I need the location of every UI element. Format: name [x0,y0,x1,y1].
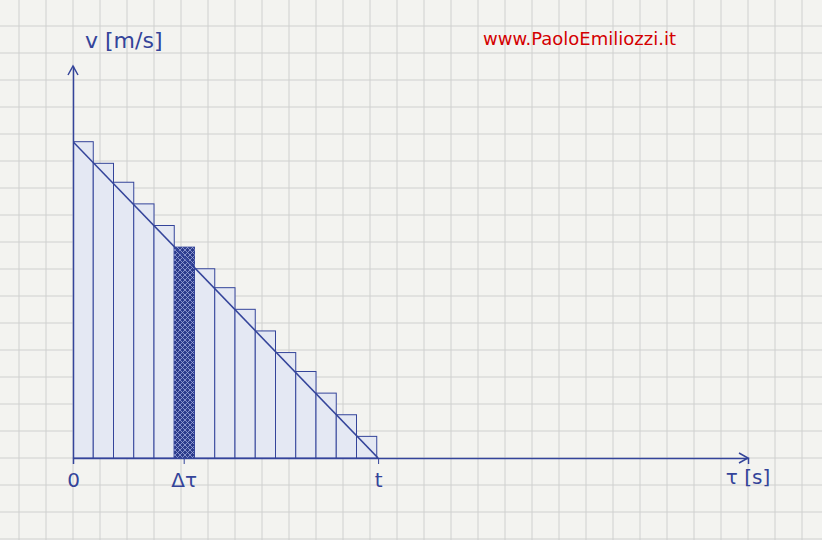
x-axis-title: τ [s] [726,465,770,489]
y-axis [73,67,74,459]
strip [174,247,194,458]
y-arrow [68,66,78,75]
x-axis-line [74,459,749,465]
paper-line [0,134,822,135]
chart: 0 Δτ t v [m/s] τ [s] www.PaoloEmiliozzi.it [0,0,822,540]
paper-line [0,80,822,81]
x-tick-mark [73,458,74,464]
paper-line [73,0,74,540]
strip [235,309,255,458]
x-tick-label: t [375,468,383,492]
strip [336,415,356,458]
paper [0,0,822,540]
x-tick-label: Δτ [171,468,197,492]
y-axis-title: v [m/s] [85,28,162,53]
paper-line [0,26,822,27]
paper-line [802,0,803,540]
x-arrow [739,453,748,463]
watermark: www.PaoloEmiliozzi.it [483,28,676,49]
strip [296,371,316,458]
paper-line [0,485,822,486]
y-axis-line [73,67,75,459]
strip [114,182,134,458]
strip [255,331,275,458]
x-tick-mark [378,458,379,464]
strip [73,142,93,458]
x-axis: 0 Δτ t [67,458,748,492]
x-tick-mark [184,458,185,464]
paper-ground [0,0,822,540]
paper-line [0,107,822,108]
paper-line [19,0,20,540]
x-tick-label: 0 [67,468,80,492]
paper-line [0,539,822,540]
velocity-line [73,142,378,458]
strip [215,288,235,458]
strip [195,269,215,458]
paper-line [0,512,822,513]
paper-line [775,0,776,540]
x-tick: t [375,458,383,492]
strip [316,393,336,458]
strip [134,204,154,458]
x-tick: 0 [67,458,80,492]
strip-hatch [174,247,194,458]
strip [154,226,174,458]
paper-line [0,161,822,162]
x-tick: Δτ [171,458,197,492]
paper-line [46,0,47,540]
plot-area [73,142,378,458]
strip [93,163,113,458]
